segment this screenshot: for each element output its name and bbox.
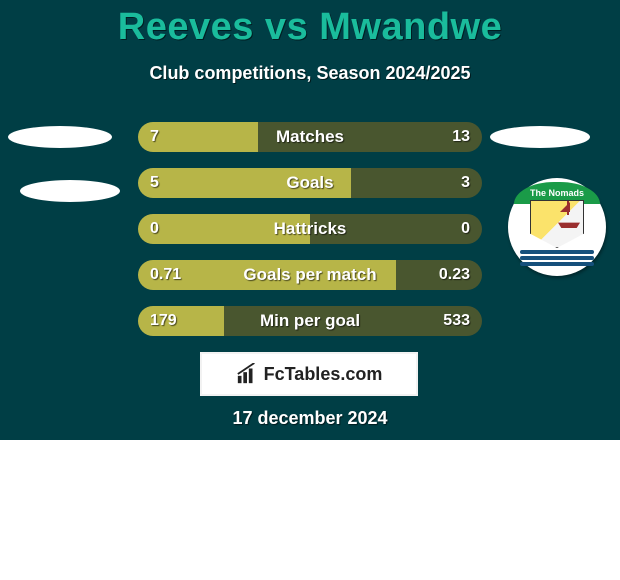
- stat-row: Hattricks0 0: [138, 214, 482, 244]
- club-badge-right: The Nomads: [508, 178, 606, 276]
- chart-bars-icon: [236, 363, 258, 385]
- stats-container: Matches7 13 Goals5 3 Hattricks0 0 Goals per ma…: [138, 122, 482, 352]
- stat-value-left: 0.71: [150, 260, 181, 290]
- fctables-brand[interactable]: FcTables.com: [200, 352, 418, 396]
- decor-ellipse-left-2: [20, 180, 120, 202]
- stat-value-right: 3: [461, 168, 470, 198]
- badge-waves-icon: [520, 250, 594, 268]
- decor-ellipse-left-1: [8, 126, 112, 148]
- stat-row: Min per goal179 533: [138, 306, 482, 336]
- stat-value-left: 179: [150, 306, 177, 336]
- stat-row: Goals5 3: [138, 168, 482, 198]
- stat-label: Matches: [138, 122, 482, 152]
- stat-label: Goals per match: [138, 260, 482, 290]
- stat-value-right: 0.23: [439, 260, 470, 290]
- stat-value-left: 5: [150, 168, 159, 198]
- stat-value-right: 13: [452, 122, 470, 152]
- stat-row: Goals per match0.71 0.23: [138, 260, 482, 290]
- comparison-card: Reeves vs Mwandwe Club competitions, Sea…: [0, 0, 620, 440]
- stat-value-left: 7: [150, 122, 159, 152]
- stat-value-left: 0: [150, 214, 159, 244]
- stat-label: Hattricks: [138, 214, 482, 244]
- stat-label: Min per goal: [138, 306, 482, 336]
- page-root: Reeves vs Mwandwe Club competitions, Sea…: [0, 0, 620, 580]
- stat-value-right: 0: [461, 214, 470, 244]
- brand-label: FcTables.com: [264, 364, 383, 385]
- decor-ellipse-right-1: [490, 126, 590, 148]
- stat-row: Matches7 13: [138, 122, 482, 152]
- subtitle: Club competitions, Season 2024/2025: [0, 63, 620, 84]
- stat-value-right: 533: [443, 306, 470, 336]
- page-title: Reeves vs Mwandwe: [0, 0, 620, 49]
- date-label: 17 december 2024: [0, 408, 620, 429]
- stat-label: Goals: [138, 168, 482, 198]
